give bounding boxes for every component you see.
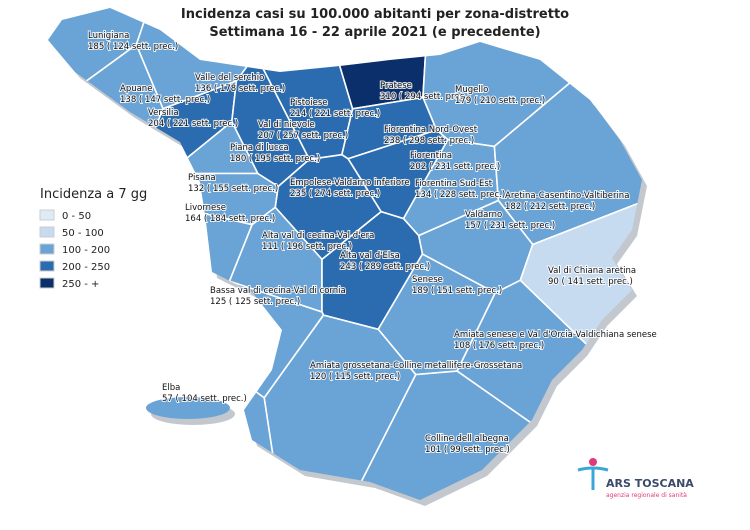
district-name: Valle del serchio bbox=[195, 73, 264, 83]
legend-label: 50 - 100 bbox=[62, 228, 104, 239]
district-name: Valdarno bbox=[465, 210, 502, 220]
legend-swatch bbox=[39, 277, 55, 289]
district-value: 235 ( 274 sett. prec.) bbox=[290, 189, 380, 199]
district-value: 90 ( 141 sett. prec.) bbox=[548, 277, 633, 287]
district-name: Pistoiese bbox=[290, 98, 328, 108]
district-name: Piana di lucca bbox=[230, 143, 289, 153]
district-name: Fiorentina Nord-Ovest bbox=[384, 125, 478, 135]
district-name: Amiata grossetana-Colline metallifere-Gr… bbox=[310, 361, 522, 371]
district-value: 157 ( 231 sett. prec.) bbox=[465, 221, 555, 231]
district-name: Pratese bbox=[380, 81, 412, 91]
district-value: 182 ( 212 sett. prec.) bbox=[505, 202, 595, 212]
legend-label: 0 - 50 bbox=[62, 211, 91, 222]
district-name: Versilia bbox=[148, 108, 179, 118]
district-value: 243 ( 289 sett. prec.) bbox=[340, 262, 430, 272]
legend-swatch bbox=[39, 243, 55, 255]
logo-name: ARS TOSCANA bbox=[606, 477, 694, 490]
logo-icon bbox=[589, 458, 597, 466]
legend-swatch bbox=[39, 226, 55, 238]
district-name: Pisana bbox=[188, 173, 216, 183]
district-value: 111 ( 196 sett. prec.) bbox=[262, 242, 352, 252]
district-value: 164 ( 184 sett. prec.) bbox=[185, 214, 275, 224]
district-value: 57 ( 104 sett. prec.) bbox=[162, 394, 247, 404]
district-name: Bassa val di cecina-Val di cornia bbox=[210, 286, 346, 296]
district-value: 132 ( 155 sett. prec.) bbox=[188, 184, 278, 194]
district-value: 180 ( 195 sett. prec.) bbox=[230, 154, 320, 164]
district-name: Colline dell albegna bbox=[425, 434, 509, 444]
district-area bbox=[48, 293, 286, 500]
district-name: Alta val di cecina-Val d'era bbox=[262, 231, 374, 241]
district-name: Apuane bbox=[120, 84, 152, 94]
district-value: 120 ( 115 sett. prec.) bbox=[310, 372, 400, 382]
legend-label: 100 - 200 bbox=[62, 245, 110, 256]
legend-label: 250 - + bbox=[62, 279, 99, 290]
district-name: Alta val d'Elsa bbox=[340, 251, 400, 261]
legend: 0 - 50 50 - 100 100 - 200 200 - 250 250 - + bbox=[39, 209, 110, 290]
subtitle: Settimana 16 - 22 aprile 2021 (e precede… bbox=[209, 25, 540, 40]
legend-swatch bbox=[39, 209, 55, 221]
district-value: 138 ( 147 sett. prec.) bbox=[120, 95, 210, 105]
district-name: Lunigiana bbox=[88, 31, 129, 41]
district-value: 202 ( 231 sett. prec.) bbox=[410, 162, 500, 172]
district-name: Empolese-Valdarno inferiore bbox=[290, 178, 410, 188]
district-value: 207 ( 257 sett. prec.) bbox=[258, 131, 348, 141]
legend-swatch bbox=[39, 260, 55, 272]
logo: ARS TOSCANA agenzia regionale di sanità bbox=[577, 458, 694, 499]
district-value: 101 ( 99 sett. prec.) bbox=[425, 445, 510, 455]
district-value: 179 ( 210 sett. prec.) bbox=[455, 96, 545, 106]
district-name: Fiorentina Sud-Est bbox=[415, 179, 493, 189]
legend-title: Incidenza a 7 gg bbox=[40, 187, 147, 202]
district-value: 310 ( 294 sett. prec.) bbox=[380, 92, 470, 102]
district-value: 185 ( 124 sett. prec.) bbox=[88, 42, 178, 52]
district-value: 134 ( 228 sett. prec.) bbox=[415, 190, 505, 200]
district-value: 204 ( 221 sett. prec.) bbox=[148, 119, 238, 129]
logo-tagline: agenzia regionale di sanità bbox=[606, 492, 687, 499]
district-name: Elba bbox=[162, 383, 180, 393]
district-value: 136 ( 178 sett. prec.) bbox=[195, 84, 285, 94]
district-value: 238 ( 298 sett. prec.) bbox=[384, 136, 474, 146]
district-name: Val di Chiana aretina bbox=[548, 266, 636, 276]
district-name: Livornese bbox=[185, 203, 226, 213]
district-name: Fiorentina bbox=[410, 151, 452, 161]
district-value: 125 ( 125 sett. prec.) bbox=[210, 297, 300, 307]
district-name: Aretina-Casentino-Valtiberina bbox=[505, 191, 629, 201]
legend-label: 200 - 250 bbox=[62, 262, 110, 273]
district-name: Mugello bbox=[455, 85, 488, 95]
district-value: 189 ( 151 sett. prec.) bbox=[412, 286, 502, 296]
district-value: 108 ( 176 sett. prec.) bbox=[454, 341, 544, 351]
district-name: Amiata senese e Val d'Orcia-Valdichiana … bbox=[454, 330, 657, 340]
title: Incidenza casi su 100.000 abitanti per z… bbox=[181, 7, 569, 22]
district-name: Senese bbox=[412, 275, 443, 285]
district-value: 214 ( 221 sett. prec.) bbox=[290, 109, 380, 119]
district-name: Val di nievole bbox=[258, 120, 315, 130]
